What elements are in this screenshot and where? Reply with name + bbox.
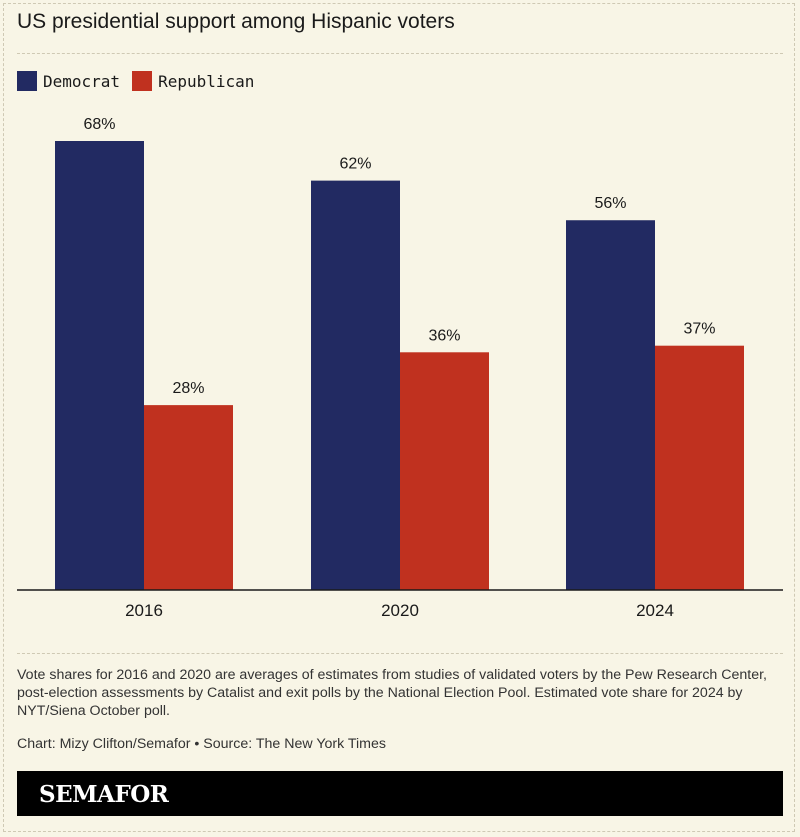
bar-label-republican-2016: 28% bbox=[172, 380, 204, 397]
bar-republican-2024 bbox=[655, 345, 744, 590]
legend-swatch-republican bbox=[132, 71, 153, 91]
chart-title: US presidential support among Hispanic v… bbox=[17, 10, 455, 33]
chart-credit: Chart: Mizy Clifton/Semafor • Source: Th… bbox=[17, 736, 386, 752]
x-tick-label-2020: 2020 bbox=[381, 601, 419, 620]
bar-label-democrat-2016: 68% bbox=[83, 116, 115, 133]
top-divider bbox=[17, 53, 783, 54]
chart-frame bbox=[3, 3, 795, 832]
x-tick-label-2016: 2016 bbox=[125, 601, 163, 620]
brand-footer: SEMAFOR bbox=[17, 771, 783, 816]
legend-item-democrat: Democrat bbox=[17, 71, 120, 91]
legend-label-democrat: Democrat bbox=[43, 71, 121, 91]
bar-democrat-2024 bbox=[566, 220, 655, 590]
bar-label-democrat-2020: 62% bbox=[339, 156, 371, 173]
legend-swatch-democrat bbox=[17, 71, 37, 91]
bar-label-republican-2020: 36% bbox=[428, 327, 460, 344]
bottom-divider bbox=[17, 653, 783, 654]
bar-democrat-2020 bbox=[311, 180, 400, 590]
bar-chart: 68% 28% 2016 62% 36% 2020 56% 37% 2024 bbox=[17, 116, 783, 620]
bar-democrat-2016 bbox=[55, 141, 144, 590]
chart-note: Vote shares for 2016 and 2020 are averag… bbox=[17, 667, 767, 719]
x-tick-label-2024: 2024 bbox=[636, 601, 674, 620]
legend-item-republican: Republican bbox=[132, 71, 254, 91]
bar-label-republican-2024: 37% bbox=[683, 321, 715, 338]
bar-republican-2016 bbox=[144, 405, 233, 590]
legend-label-republican: Republican bbox=[158, 71, 255, 91]
legend: Democrat Republican bbox=[17, 71, 266, 91]
bar-label-democrat-2024: 56% bbox=[594, 195, 626, 212]
bar-republican-2020 bbox=[400, 352, 489, 590]
semafor-logo: SEMAFOR bbox=[39, 781, 169, 808]
